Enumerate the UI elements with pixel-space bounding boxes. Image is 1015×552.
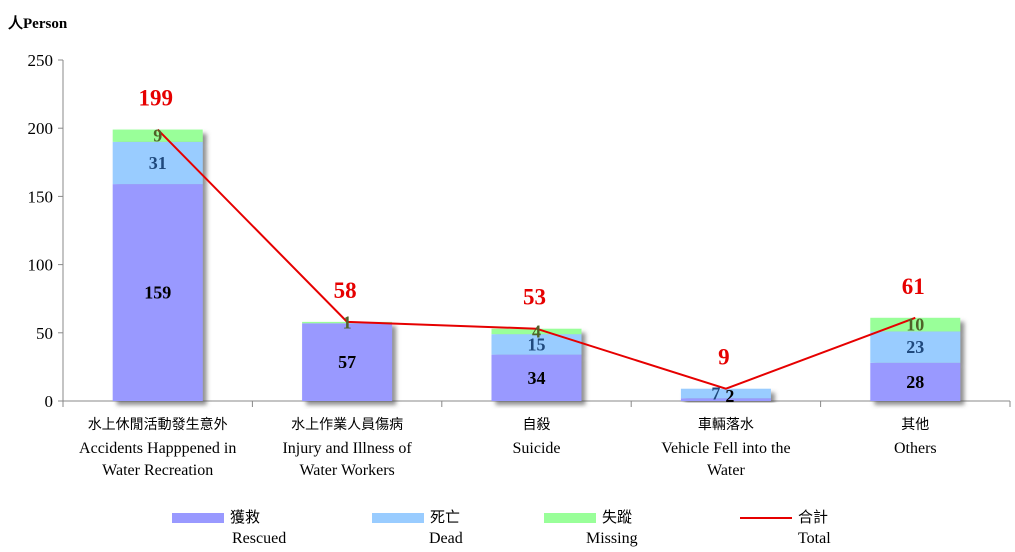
legend-label-rescued-zh: 獲救 (230, 508, 261, 526)
legend-label-total-zh: 合計 (798, 508, 829, 526)
x-tick-label-en: Water (707, 462, 745, 479)
x-tick-label-en: Others (894, 440, 937, 457)
data-label: 15 (528, 334, 546, 354)
data-label: 31 (149, 153, 167, 173)
bar-stack (112, 129, 203, 401)
legend: 獲救 Rescued 死亡 Dead 失蹤 Missing 合計 Total (0, 508, 1015, 552)
bar-stack (680, 388, 771, 401)
bar-rescued (302, 323, 393, 401)
data-label: 23 (906, 337, 924, 357)
legend-swatch-missing (544, 513, 596, 523)
y-tick-label: 250 (28, 51, 54, 70)
legend-label-rescued-en: Rescued (232, 530, 287, 547)
legend-label-dead-zh: 死亡 (430, 508, 461, 526)
bar-missing (491, 328, 582, 335)
x-tick-label-zh: 水上作業人員傷病 (291, 417, 403, 433)
legend-label-missing-zh: 失蹤 (602, 508, 633, 526)
data-label: 4 (532, 321, 541, 341)
bar-missing (112, 129, 203, 142)
y-axis-title: 人Person (8, 16, 68, 32)
y-tick-label: 0 (45, 392, 54, 411)
data-label: 2 (725, 386, 734, 406)
x-tick-label-zh: 水上休閒活動發生意外 (88, 416, 228, 433)
x-tick-label-zh: 自殺 (523, 417, 551, 433)
data-label: 7 (711, 383, 720, 403)
bar-rescued (870, 362, 961, 401)
total-line (156, 128, 916, 390)
x-tick-label-zh: 其他 (901, 417, 929, 433)
bar-dead (680, 388, 771, 399)
bar-stack (491, 328, 582, 401)
data-label: 28 (906, 372, 924, 392)
bar-stack (870, 317, 961, 401)
bar-rescued (491, 354, 582, 401)
y-tick-label: 150 (28, 187, 54, 206)
legend-swatch-rescued (172, 513, 224, 523)
total-label: 61 (902, 274, 925, 299)
bar-dead (112, 141, 203, 185)
data-label: 159 (144, 283, 171, 303)
bars (112, 129, 961, 401)
y-tick-label: 50 (36, 324, 53, 343)
x-tick-label-en: Water Workers (299, 462, 394, 479)
data-label: 34 (528, 368, 546, 388)
x-tick-label-en: Injury and Illness of (282, 440, 412, 457)
legend-label-missing-en: Missing (586, 530, 638, 547)
x-tick-label-zh: 車輛落水 (698, 416, 754, 433)
total-label: 58 (334, 278, 357, 303)
bar-missing (870, 317, 961, 332)
total-label: 9 (718, 345, 730, 370)
x-tick-label-en: Water Recreation (102, 462, 213, 479)
x-tick-label-en: Accidents Happpened in (79, 440, 236, 457)
legend-label-dead-en: Dead (429, 530, 463, 547)
y-tick-label: 100 (28, 256, 54, 275)
total-label: 53 (523, 285, 546, 310)
data-label: 57 (338, 352, 356, 372)
bar-stack (302, 321, 393, 401)
x-tick-label-en: Suicide (513, 440, 561, 457)
legend-swatch-total (740, 517, 792, 519)
data-label: 1 (343, 313, 352, 333)
data-label: 10 (906, 315, 924, 335)
bar-rescued (680, 398, 771, 401)
legend-label-total-en: Total (798, 530, 831, 547)
data-label: 9 (153, 126, 162, 146)
total-label: 199 (138, 86, 173, 111)
x-tick-labels: 水上休閒活動發生意外 Accidents Happpened in Water Re… (79, 416, 937, 479)
bar-dead (491, 334, 582, 355)
bar-rescued (112, 184, 203, 401)
legend-swatch-dead (372, 513, 424, 523)
x-tick-label-en: Vehicle Fell into the (661, 440, 790, 457)
bar-dead (870, 331, 961, 363)
y-tick-label: 200 (28, 119, 54, 138)
